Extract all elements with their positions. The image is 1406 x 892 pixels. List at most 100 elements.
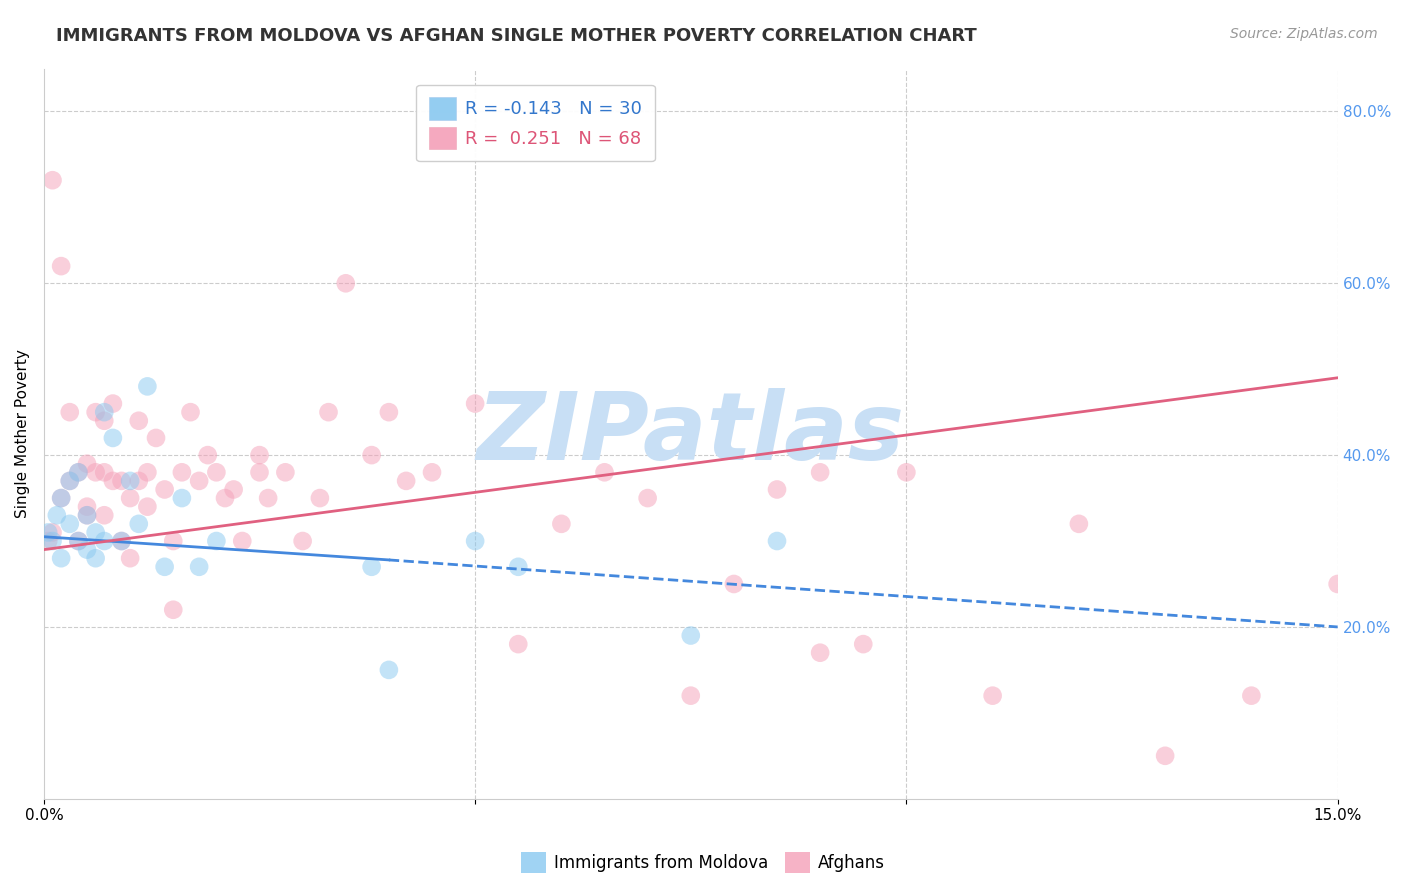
Point bbox=[420, 465, 443, 479]
Point bbox=[197, 448, 219, 462]
Point bbox=[679, 689, 702, 703]
Point bbox=[395, 474, 418, 488]
Point bbox=[136, 379, 159, 393]
Point bbox=[1240, 689, 1263, 703]
Point bbox=[153, 483, 176, 497]
Point bbox=[188, 474, 211, 488]
Point bbox=[59, 474, 82, 488]
Point bbox=[128, 516, 150, 531]
Point bbox=[41, 534, 63, 549]
Point bbox=[41, 173, 63, 187]
Point bbox=[128, 414, 150, 428]
Point bbox=[84, 465, 107, 479]
Point bbox=[378, 663, 401, 677]
Point bbox=[49, 551, 72, 566]
Point bbox=[110, 534, 132, 549]
Point bbox=[360, 448, 382, 462]
Point bbox=[59, 474, 82, 488]
Point bbox=[120, 551, 142, 566]
Point bbox=[550, 516, 572, 531]
Point bbox=[49, 491, 72, 505]
Point bbox=[981, 689, 1004, 703]
Text: ZIPatlas: ZIPatlas bbox=[477, 388, 905, 480]
Point bbox=[1154, 748, 1177, 763]
Point bbox=[136, 500, 159, 514]
Point bbox=[170, 465, 193, 479]
Point bbox=[180, 405, 202, 419]
Point bbox=[1326, 577, 1348, 591]
Point bbox=[128, 474, 150, 488]
Point bbox=[214, 491, 236, 505]
Point bbox=[93, 508, 115, 523]
Point bbox=[76, 457, 98, 471]
Point bbox=[205, 465, 228, 479]
Point bbox=[249, 465, 271, 479]
Point bbox=[49, 259, 72, 273]
Text: IMMIGRANTS FROM MOLDOVA VS AFGHAN SINGLE MOTHER POVERTY CORRELATION CHART: IMMIGRANTS FROM MOLDOVA VS AFGHAN SINGLE… bbox=[56, 27, 977, 45]
Point bbox=[93, 465, 115, 479]
Point bbox=[76, 508, 98, 523]
Point bbox=[766, 534, 789, 549]
Point bbox=[896, 465, 918, 479]
Point bbox=[37, 525, 59, 540]
Point bbox=[291, 534, 314, 549]
Point bbox=[222, 483, 245, 497]
Y-axis label: Single Mother Poverty: Single Mother Poverty bbox=[15, 349, 30, 518]
Point bbox=[852, 637, 875, 651]
Point bbox=[101, 431, 124, 445]
Point bbox=[93, 414, 115, 428]
Point bbox=[37, 534, 59, 549]
Point bbox=[378, 405, 401, 419]
Point bbox=[808, 646, 831, 660]
Point bbox=[808, 465, 831, 479]
Point bbox=[120, 491, 142, 505]
Point bbox=[205, 534, 228, 549]
Point bbox=[84, 405, 107, 419]
Point bbox=[162, 603, 184, 617]
Point bbox=[59, 405, 82, 419]
Point bbox=[67, 534, 90, 549]
Point bbox=[360, 559, 382, 574]
Point bbox=[318, 405, 340, 419]
Point bbox=[41, 525, 63, 540]
Point bbox=[84, 525, 107, 540]
Point bbox=[76, 500, 98, 514]
Point bbox=[249, 448, 271, 462]
Point bbox=[67, 534, 90, 549]
Point bbox=[93, 534, 115, 549]
Point bbox=[274, 465, 297, 479]
Point bbox=[84, 551, 107, 566]
Point bbox=[45, 508, 67, 523]
Point bbox=[49, 491, 72, 505]
Point bbox=[101, 396, 124, 410]
Point bbox=[120, 474, 142, 488]
Point bbox=[153, 559, 176, 574]
Legend: R = -0.143   N = 30, R =  0.251   N = 68: R = -0.143 N = 30, R = 0.251 N = 68 bbox=[416, 85, 655, 161]
Point bbox=[170, 491, 193, 505]
Point bbox=[67, 465, 90, 479]
Point bbox=[101, 474, 124, 488]
Text: Source: ZipAtlas.com: Source: ZipAtlas.com bbox=[1230, 27, 1378, 41]
Point bbox=[59, 516, 82, 531]
Point bbox=[110, 534, 132, 549]
Point bbox=[309, 491, 332, 505]
Legend: Immigrants from Moldova, Afghans: Immigrants from Moldova, Afghans bbox=[515, 846, 891, 880]
Point bbox=[231, 534, 253, 549]
Point bbox=[110, 474, 132, 488]
Point bbox=[679, 628, 702, 642]
Point bbox=[593, 465, 616, 479]
Point bbox=[464, 396, 486, 410]
Point bbox=[464, 534, 486, 549]
Point bbox=[76, 542, 98, 557]
Point bbox=[723, 577, 745, 591]
Point bbox=[145, 431, 167, 445]
Point bbox=[76, 508, 98, 523]
Point bbox=[136, 465, 159, 479]
Point bbox=[188, 559, 211, 574]
Point bbox=[257, 491, 280, 505]
Point bbox=[637, 491, 659, 505]
Point bbox=[1067, 516, 1090, 531]
Point bbox=[335, 277, 357, 291]
Point bbox=[162, 534, 184, 549]
Point bbox=[508, 559, 530, 574]
